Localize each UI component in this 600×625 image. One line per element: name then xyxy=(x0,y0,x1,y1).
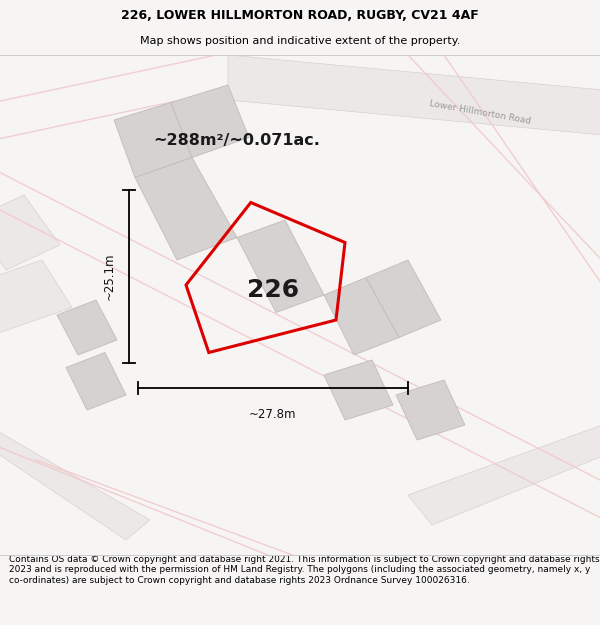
Polygon shape xyxy=(228,55,600,138)
Polygon shape xyxy=(0,415,150,540)
Text: ~288m²/~0.071ac.: ~288m²/~0.071ac. xyxy=(154,132,320,148)
Text: 226: 226 xyxy=(247,278,299,302)
Polygon shape xyxy=(324,360,393,420)
Polygon shape xyxy=(366,260,441,338)
Polygon shape xyxy=(396,380,465,440)
Polygon shape xyxy=(0,260,72,332)
Text: ~25.1m: ~25.1m xyxy=(103,253,116,300)
Polygon shape xyxy=(57,300,117,355)
Text: ~27.8m: ~27.8m xyxy=(249,409,297,421)
Polygon shape xyxy=(135,158,237,260)
Polygon shape xyxy=(114,102,192,178)
Text: Map shows position and indicative extent of the property.: Map shows position and indicative extent… xyxy=(140,36,460,46)
Polygon shape xyxy=(408,415,600,525)
Text: Contains OS data © Crown copyright and database right 2021. This information is : Contains OS data © Crown copyright and d… xyxy=(9,555,599,585)
Polygon shape xyxy=(237,220,324,312)
Polygon shape xyxy=(171,85,249,158)
Polygon shape xyxy=(324,278,399,355)
Text: Lower Hillmorton Road: Lower Hillmorton Road xyxy=(428,99,532,126)
Polygon shape xyxy=(0,195,60,270)
Text: 226, LOWER HILLMORTON ROAD, RUGBY, CV21 4AF: 226, LOWER HILLMORTON ROAD, RUGBY, CV21 … xyxy=(121,9,479,22)
Polygon shape xyxy=(66,352,126,410)
